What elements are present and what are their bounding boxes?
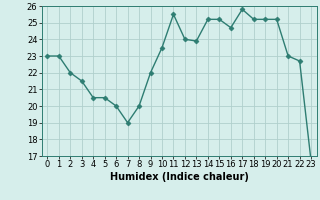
X-axis label: Humidex (Indice chaleur): Humidex (Indice chaleur) (110, 172, 249, 182)
